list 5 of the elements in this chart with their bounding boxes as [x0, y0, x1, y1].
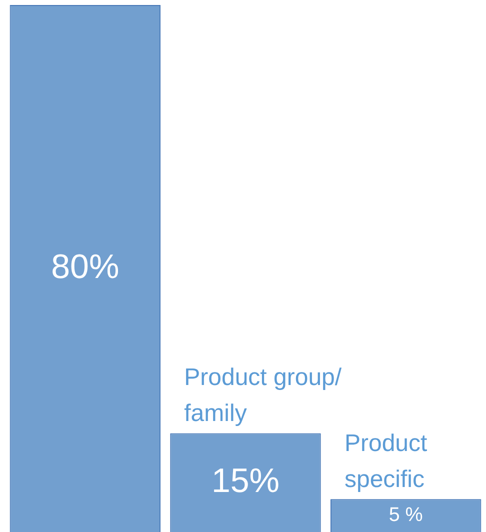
x-tick-label: Product specific — [344, 430, 428, 494]
x-tick-label: Product group/ family — [184, 364, 342, 428]
data-label: 80% — [51, 248, 120, 286]
data-label: 15% — [211, 462, 280, 500]
data-label: 5 % — [388, 504, 423, 526]
